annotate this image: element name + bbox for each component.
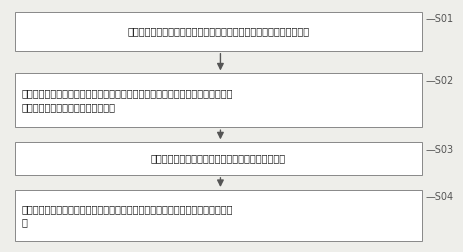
Text: 通过一远程电费抄表机实时采集电表数据发送给远程电力电费管理系统: 通过一远程电费抄表机实时采集电表数据发送给远程电力电费管理系统 — [127, 26, 308, 36]
Text: 付: 付 — [21, 217, 27, 228]
Text: 远程电力电费管理系统根据用户的ＩＤ在每月月结电费时，将该ＩＤ每月的用电数: 远程电力电费管理系统根据用户的ＩＤ在每月月结电费时，将该ＩＤ每月的用电数 — [21, 88, 232, 99]
Text: —S03: —S03 — [425, 145, 452, 155]
Text: 据以及网银电费缴费链接生成二维码: 据以及网银电费缴费链接生成二维码 — [21, 102, 115, 112]
FancyBboxPatch shape — [14, 190, 421, 241]
Text: —S02: —S02 — [425, 76, 453, 86]
FancyBboxPatch shape — [14, 12, 421, 51]
FancyBboxPatch shape — [14, 73, 421, 127]
Text: 将二维码发送给对应ＩＤ的远程电费抄表机进行显示: 将二维码发送给对应ＩＤ的远程电费抄表机进行显示 — [150, 153, 285, 164]
Text: —S04: —S04 — [425, 193, 452, 202]
Text: —S01: —S01 — [425, 14, 452, 24]
FancyBboxPatch shape — [14, 142, 421, 175]
Text: 用户通过手机扫描二维码，获取用电数据并通过所述缴费链接登录网银进行手机支: 用户通过手机扫描二维码，获取用电数据并通过所述缴费链接登录网银进行手机支 — [21, 204, 232, 214]
